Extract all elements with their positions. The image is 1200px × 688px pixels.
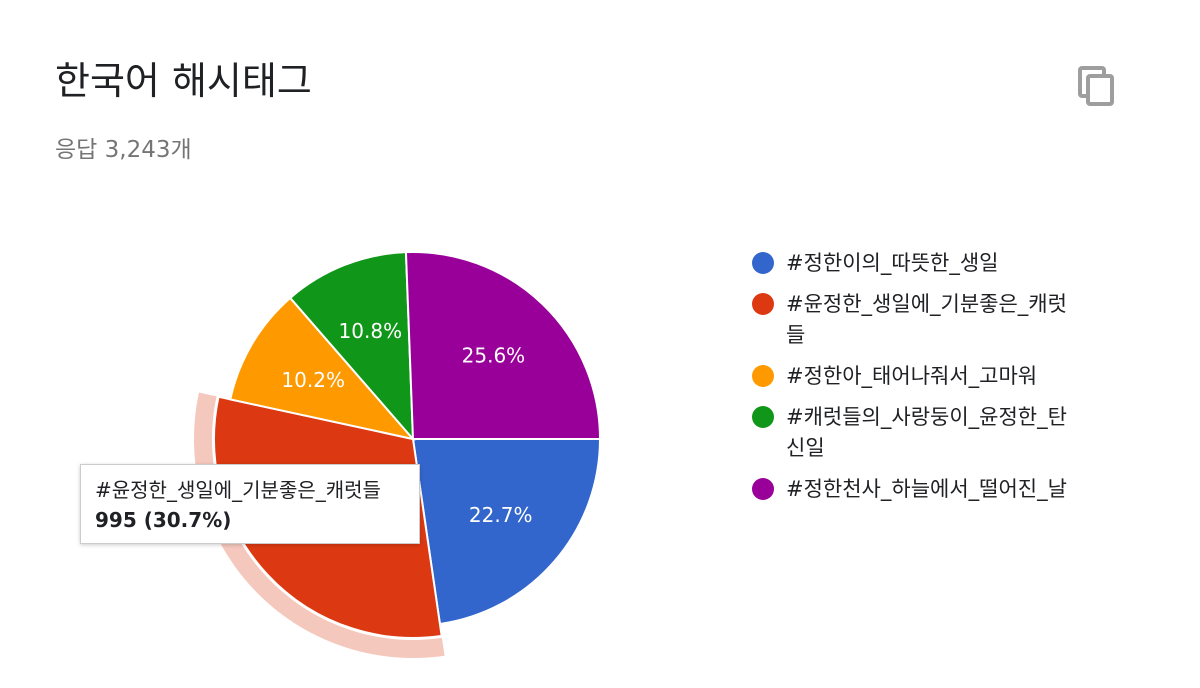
legend-item-3[interactable]: #정한아_태어나줘서_고마워 xyxy=(752,361,1092,392)
slice-percent-label: 10.2% xyxy=(281,368,345,392)
legend-label: #캐럿들의_사랑둥이_윤정한_탄신일 xyxy=(786,405,1067,460)
legend-swatch xyxy=(752,252,774,274)
copy-chart-button[interactable] xyxy=(1070,62,1120,112)
legend-item-1[interactable]: #정한이의_따뜻한_생일 xyxy=(752,248,1092,279)
page-title: 한국어 해시태그 xyxy=(55,59,312,103)
slice-percent-label: 25.6% xyxy=(462,343,526,367)
legend-swatch xyxy=(752,293,774,315)
copy-icon xyxy=(1078,66,1114,106)
pie-slice-1[interactable] xyxy=(411,438,602,626)
slice-highlight-halo xyxy=(194,392,445,658)
legend-label: #정한천사_하늘에서_떨어진_날 xyxy=(786,477,1067,501)
legend-item-2[interactable]: #윤정한_생일에_기분좋은_캐럿들 xyxy=(752,289,1092,351)
pie-slice-3[interactable] xyxy=(229,296,416,441)
response-count: 응답 3,243개 xyxy=(55,137,192,163)
legend-label: #정한아_태어나줘서_고마워 xyxy=(786,364,1038,388)
legend-swatch xyxy=(752,478,774,500)
slice-percent-label: 10.8% xyxy=(339,319,403,343)
legend-label: #윤정한_생일에_기분좋은_캐럿들 xyxy=(786,292,1067,347)
legend-swatch xyxy=(752,406,774,428)
pie-slice-4[interactable] xyxy=(288,251,415,442)
chart-tooltip: #윤정한_생일에_기분좋은_캐럿들 995 (30.7%) xyxy=(80,464,420,544)
slice-percent-label: 22.7% xyxy=(469,503,533,527)
tooltip-value: 995 (30.7%) xyxy=(95,508,232,532)
legend-swatch xyxy=(752,365,774,387)
legend-label: #정한이의_따뜻한_생일 xyxy=(786,251,999,275)
chart-legend: #정한이의_따뜻한_생일 #윤정한_생일에_기분좋은_캐럿들 #정한아_태어나줘서_… xyxy=(752,248,1092,515)
legend-item-4[interactable]: #캐럿들의_사랑둥이_윤정한_탄신일 xyxy=(752,402,1092,464)
legend-item-5[interactable]: #정한천사_하늘에서_떨어진_날 xyxy=(752,474,1092,505)
pie-slice-5[interactable] xyxy=(404,251,602,440)
tooltip-label: #윤정한_생일에_기분좋은_캐럿들 xyxy=(95,478,381,502)
